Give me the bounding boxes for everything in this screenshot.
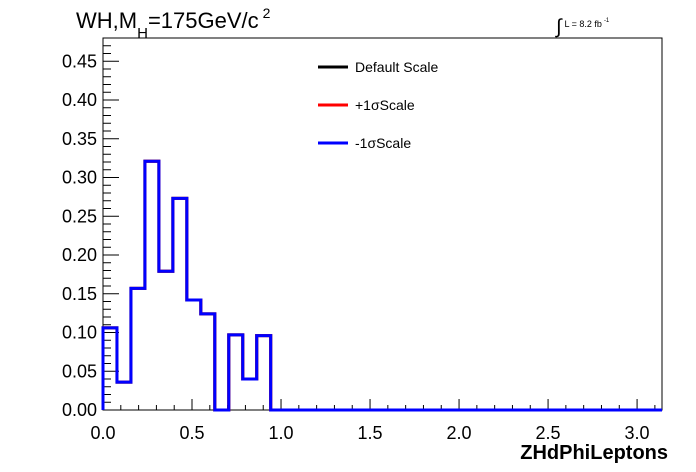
integral-icon: ∫ (556, 16, 562, 38)
title-main: WH,M (76, 8, 138, 33)
y-tick-label: 0.30 (62, 168, 97, 188)
y-tick-label: 0.35 (62, 129, 97, 149)
y-tick-label: 0.25 (62, 206, 97, 226)
title-superscript: 2 (262, 5, 271, 21)
x-tick-label: 3.0 (625, 423, 650, 443)
y-tick-label: 0.15 (62, 284, 97, 304)
series-line (101, 159, 662, 412)
y-tick-label: 0.00 (62, 400, 97, 420)
x-tick-label: 0.5 (179, 423, 204, 443)
title-subscript: H (137, 25, 148, 42)
luminosity-label: ∫ L = 8.2 fb -1 (556, 10, 610, 38)
legend-entry: Default Scale (355, 59, 438, 75)
x-axis-label: ZHdPhiLeptons (520, 442, 668, 464)
y-tick-label: 0.10 (62, 323, 97, 343)
lumi-text: L = 8.2 fb (564, 19, 602, 29)
title-rest: =175GeV/c (147, 8, 259, 33)
legend: Default Scale +1σScale -1σScale (318, 59, 438, 151)
y-tick-label: 0.05 (62, 361, 97, 381)
lumi-superscript: -1 (603, 18, 610, 24)
series-layer (101, 159, 662, 412)
y-tick-label: 0.20 (62, 245, 97, 265)
x-tick-label: 1.0 (269, 423, 294, 443)
y-tick-label: 0.40 (62, 90, 97, 110)
y-tick-label: 0.45 (62, 51, 97, 71)
x-tick-label: 0.0 (90, 423, 115, 443)
x-tick-label: 2.0 (447, 423, 472, 443)
chart-title: WH,MH=175GeV/c 2 (76, 5, 271, 42)
x-tick-label: 2.5 (536, 423, 561, 443)
legend-entry: -1σScale (355, 135, 411, 151)
x-tick-label: 1.5 (358, 423, 383, 443)
axis-ticks: 0.0 0.5 1.0 1.5 2.0 2.5 3.0 0.00 0.05 0.10 0.15 0.2… (62, 45, 656, 443)
legend-entry: +1σScale (355, 97, 415, 113)
